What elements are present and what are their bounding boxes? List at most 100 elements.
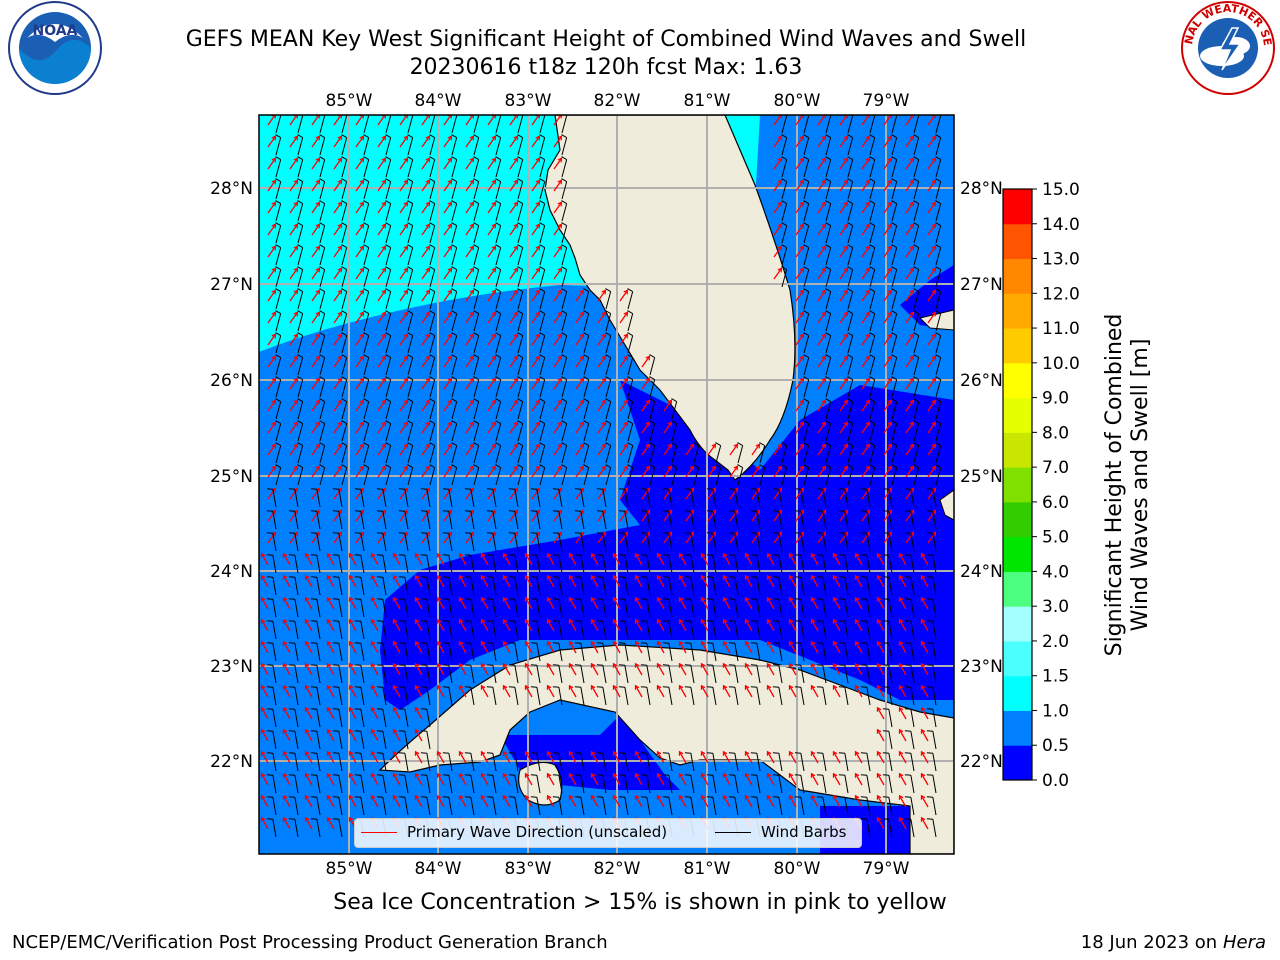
- wave-arrow: [876, 729, 885, 742]
- wave-arrow: [810, 575, 819, 588]
- wind-barb-flag: [803, 266, 809, 271]
- wind-barb-flag: [517, 398, 523, 403]
- wind-barb: [935, 467, 942, 486]
- wave-arrow: [282, 685, 291, 698]
- wave-arrow-head: [260, 552, 266, 558]
- wave-arrow-head: [469, 333, 475, 339]
- wave-arrow: [861, 179, 870, 192]
- wind-barb: [341, 159, 348, 178]
- wave-direction-arrows: [260, 115, 937, 830]
- wave-arrow: [531, 201, 540, 214]
- wave-arrow-head: [370, 684, 376, 690]
- cuba-land: [378, 644, 954, 854]
- wind-barb: [822, 775, 827, 794]
- wave-arrow: [861, 509, 870, 522]
- wind-barb: [448, 621, 453, 640]
- wave-arrow-head: [887, 267, 893, 273]
- wave-arrow-head: [491, 399, 497, 405]
- wave-arrow-head: [513, 201, 519, 207]
- wave-arrow: [553, 135, 562, 148]
- wave-arrow-head: [821, 333, 827, 339]
- wave-arrow: [267, 157, 276, 170]
- wind-barb-flag: [464, 686, 471, 688]
- wave-arrow: [377, 443, 386, 456]
- wind-barb-flag: [530, 576, 537, 578]
- wave-arrow: [700, 751, 709, 764]
- wave-arrow: [524, 575, 533, 588]
- wave-arrow: [568, 795, 577, 808]
- wind-barb: [932, 687, 937, 706]
- wave-arrow: [876, 663, 885, 676]
- wind-barb-flag: [552, 488, 559, 490]
- wind-barb: [781, 247, 788, 266]
- wind-barb: [869, 181, 876, 200]
- wind-barb: [341, 423, 348, 442]
- wave-arrow: [502, 773, 511, 786]
- wind-barb: [888, 577, 893, 596]
- sea-ice-caption: Sea Ice Concentration > 15% is shown in …: [333, 890, 947, 915]
- wind-barb-flag: [363, 398, 369, 403]
- wave-arrow-head: [370, 794, 376, 800]
- wave-arrow: [619, 399, 628, 412]
- wind-barb: [360, 599, 365, 618]
- wind-barb: [451, 269, 458, 288]
- wave-arrow: [744, 795, 753, 808]
- wave-arrow: [311, 311, 320, 324]
- wave-arrow: [377, 355, 386, 368]
- wave-arrow: [795, 465, 804, 478]
- wind-barb-flag: [882, 532, 889, 534]
- wave-arrow-head: [920, 728, 926, 734]
- wave-arrow-head: [491, 157, 497, 163]
- wind-barb: [602, 665, 607, 684]
- wave-arrow: [531, 487, 540, 500]
- wind-barb-flag: [407, 354, 413, 359]
- wave-arrow: [502, 553, 511, 566]
- wind-barb-flag: [508, 664, 515, 666]
- wind-barb: [517, 159, 524, 178]
- wave-arrow-head: [546, 794, 552, 800]
- wind-barb: [778, 577, 783, 596]
- wave-arrow-head: [359, 245, 365, 251]
- wind-barb-flag: [354, 598, 361, 600]
- wave-arrow-head: [403, 223, 409, 229]
- wave-arrow: [641, 465, 650, 478]
- wave-arrow: [311, 487, 320, 500]
- wave-arrow: [729, 531, 738, 544]
- wind-barb-flag: [517, 376, 523, 381]
- wave-arrow: [487, 223, 496, 236]
- wave-arrow-head: [623, 421, 629, 427]
- wave-arrow: [832, 597, 841, 610]
- wind-barb-flag: [376, 488, 383, 490]
- wave-arrow: [590, 751, 599, 764]
- wind-barb: [363, 357, 370, 376]
- wind-barb: [492, 621, 497, 640]
- wind-barb: [888, 665, 893, 684]
- wave-arrow: [663, 421, 672, 434]
- wind-barb: [404, 533, 409, 552]
- wind-barb-flag: [451, 354, 457, 359]
- wave-arrow: [597, 377, 606, 390]
- wave-arrow: [487, 377, 496, 390]
- wave-arrow: [531, 377, 540, 390]
- wave-arrow-head: [348, 750, 354, 756]
- noaa-logo: NOAA: [8, 1, 102, 95]
- wind-barb: [822, 797, 827, 816]
- wind-barb-flag: [847, 420, 853, 425]
- wave-arrow: [326, 751, 335, 764]
- wave-arrow: [480, 663, 489, 676]
- map-frame: [258, 114, 955, 855]
- wind-barb: [470, 621, 475, 640]
- wave-arrow: [399, 465, 408, 478]
- wind-barb-flag: [310, 620, 317, 622]
- wind-barb: [272, 577, 277, 596]
- wind-barb-flag: [913, 442, 919, 447]
- wave-arrow: [553, 377, 562, 390]
- wind-barb: [319, 115, 326, 134]
- wind-barb: [275, 467, 282, 486]
- wind-barb-flag: [310, 664, 317, 666]
- wind-barb-flag: [838, 598, 845, 600]
- wave-arrow: [817, 355, 826, 368]
- wind-barb: [800, 797, 805, 816]
- wind-barb: [910, 665, 915, 684]
- wave-arrow-head: [656, 640, 662, 646]
